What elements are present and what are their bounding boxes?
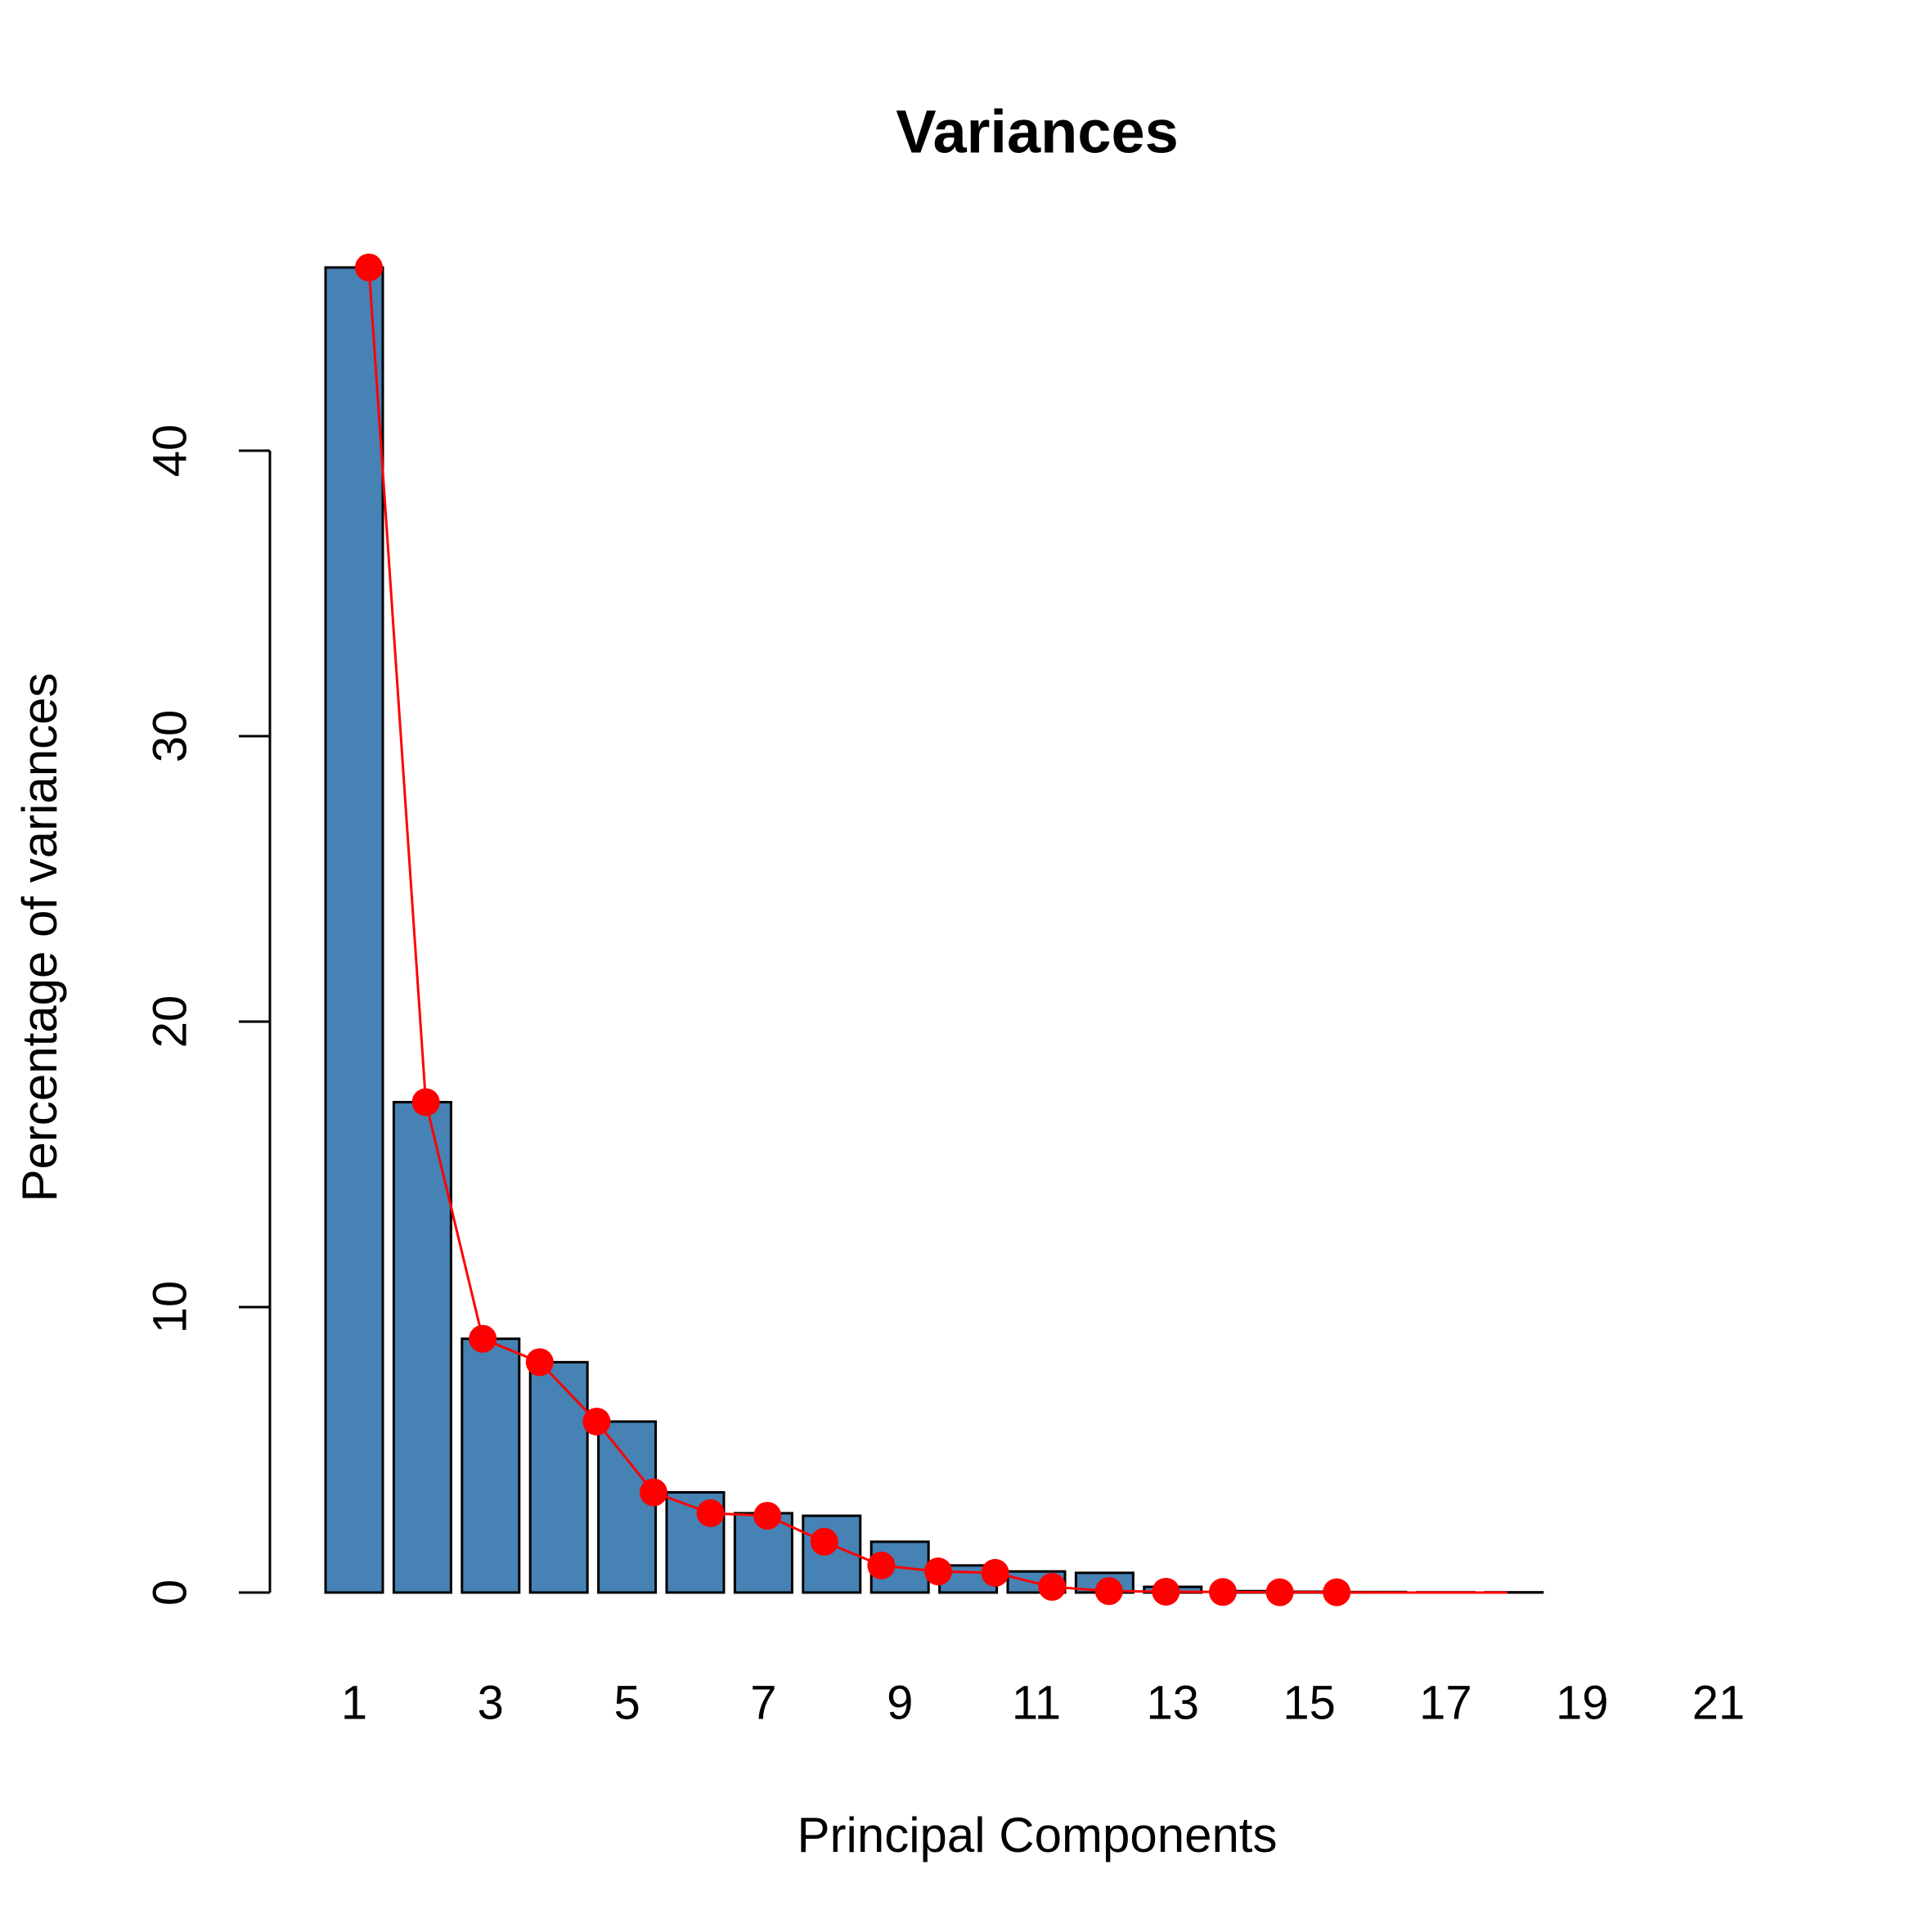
point xyxy=(1209,1578,1237,1606)
x-tick-label: 19 xyxy=(1556,1676,1609,1729)
point xyxy=(411,1088,440,1117)
point xyxy=(696,1498,725,1527)
x-tick-label: 7 xyxy=(750,1676,776,1729)
x-tick-label: 5 xyxy=(613,1676,640,1729)
point xyxy=(1323,1578,1351,1606)
y-tick-label: 0 xyxy=(143,1579,196,1606)
y-axis-label: Percentage of variances xyxy=(12,672,67,1202)
y-tick-label: 20 xyxy=(143,995,196,1049)
point xyxy=(981,1558,1009,1587)
x-tick-label: 21 xyxy=(1692,1676,1746,1729)
point xyxy=(753,1502,782,1530)
point xyxy=(924,1557,952,1586)
point xyxy=(582,1407,611,1436)
point xyxy=(867,1551,896,1579)
y-tick-label: 40 xyxy=(143,425,196,478)
point xyxy=(469,1324,497,1353)
point xyxy=(810,1527,838,1556)
y-tick-label: 10 xyxy=(143,1281,196,1334)
x-tick-label: 3 xyxy=(478,1676,504,1729)
point xyxy=(1152,1577,1180,1606)
chart-title: Variances xyxy=(896,98,1179,166)
x-tick-label: 11 xyxy=(1012,1676,1061,1729)
x-tick-label: 17 xyxy=(1419,1676,1472,1729)
x-tick-label: 1 xyxy=(341,1676,367,1729)
bar xyxy=(597,1420,658,1594)
point xyxy=(525,1348,554,1377)
y-tick-label: 30 xyxy=(143,710,196,763)
x-tick-label: 13 xyxy=(1147,1676,1200,1729)
bar xyxy=(461,1337,521,1594)
x-tick-label: 15 xyxy=(1283,1676,1336,1729)
point xyxy=(1094,1577,1123,1606)
point xyxy=(1265,1578,1294,1606)
bar xyxy=(392,1100,452,1594)
bar xyxy=(802,1514,862,1594)
bar xyxy=(324,266,384,1594)
point xyxy=(1038,1573,1067,1602)
point xyxy=(640,1478,667,1507)
point xyxy=(355,254,383,281)
bar xyxy=(528,1360,589,1594)
x-axis-label: Principal Components xyxy=(798,1808,1278,1862)
x-tick-label: 9 xyxy=(887,1676,913,1729)
